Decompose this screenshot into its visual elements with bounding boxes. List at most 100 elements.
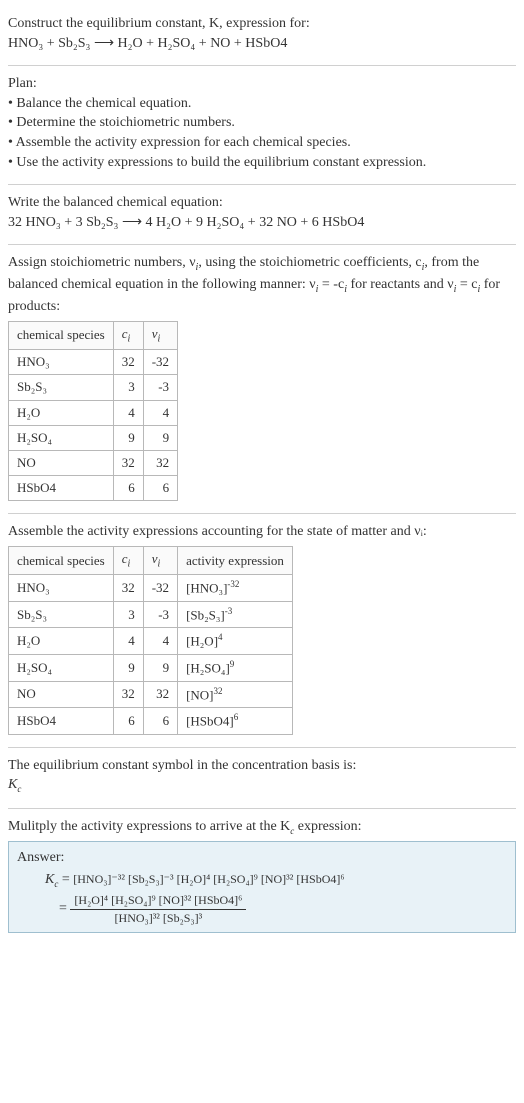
cell-sp: HSbO4	[9, 476, 114, 501]
bal-rhs: 4 H₂O + 9 H₂SO₄ + 32 NO + 6 HSbO4	[146, 215, 365, 230]
cell-v: 32	[143, 450, 177, 475]
table-header-row: chemical species ci νi	[9, 321, 178, 350]
activity-table: chemical species ci νi activity expressi…	[8, 546, 293, 735]
balanced-equation: 32 HNO₃ + 3 Sb₂S₃ ⟶ 4 H₂O + 9 H₂SO₄ + 32…	[8, 213, 516, 233]
answer-fraction: [H₂O]⁴ [H₂SO₄]⁹ [NO]³² [HSbO4]⁶ [HNO₃]³²…	[70, 892, 246, 927]
page: Construct the equilibrium constant, K, e…	[0, 0, 524, 957]
hdr-ci: ci	[113, 321, 143, 350]
cell-sp: H₂O	[9, 628, 114, 655]
answer-kc: Kc	[45, 870, 58, 890]
eq-arrow: ⟶	[94, 36, 114, 51]
section-symbol: The equilibrium constant symbol in the c…	[8, 748, 516, 809]
cell-sp: Sb₂S₃	[9, 601, 114, 628]
hdr-ci: ci	[113, 546, 143, 575]
cell-c: 9	[113, 425, 143, 450]
cell-sp: NO	[9, 681, 114, 708]
equals: =	[58, 870, 73, 890]
plan-b1: • Balance the chemical equation.	[8, 94, 516, 114]
construct-text: Construct the equilibrium constant, K, e…	[8, 16, 310, 31]
act-exp: -32	[227, 579, 239, 589]
assign-intro: Assign stoichiometric numbers, νi, using…	[8, 253, 516, 316]
plan-b1-text: Balance the chemical equation.	[16, 96, 191, 111]
cell-v: -32	[143, 575, 177, 602]
answer-denominator: [HNO₃]³² [Sb₂S₃]³	[70, 910, 246, 927]
activity-intro: Assemble the activity expressions accoun…	[8, 522, 516, 542]
plan-b4-text: Use the activity expressions to build th…	[16, 155, 426, 170]
section-assign: Assign stoichiometric numbers, νi, using…	[8, 245, 516, 514]
answer-flat: [HNO₃]⁻³² [Sb₂S₃]⁻³ [H₂O]⁴ [H₂SO₄]⁹ [NO]…	[73, 871, 344, 888]
cell-v: -3	[143, 375, 177, 400]
assign-d: = -c	[318, 277, 344, 292]
plan-b2-text: Determine the stoichiometric numbers.	[16, 115, 235, 130]
cell-c: 3	[113, 601, 143, 628]
multiply-line: Mulitply the activity expressions to arr…	[8, 817, 516, 837]
table-row: H₂O44[H₂O]4	[9, 628, 293, 655]
cell-c: 6	[113, 476, 143, 501]
cell-act: [NO]32	[178, 681, 293, 708]
plan-b3: • Assemble the activity expression for e…	[8, 133, 516, 153]
eq-lhs: HNO₃ + Sb₂S₃	[8, 36, 90, 51]
answer-box: Answer: Kc = [HNO₃]⁻³² [Sb₂S₃]⁻³ [H₂O]⁴ …	[8, 841, 516, 934]
cell-v: 6	[143, 708, 177, 735]
answer-title: Answer:	[17, 848, 507, 868]
cell-c: 4	[113, 628, 143, 655]
table-row: HSbO466[HSbO4]6	[9, 708, 293, 735]
cell-act: [HSbO4]6	[178, 708, 293, 735]
table-header-row: chemical species ci νi activity expressi…	[9, 546, 293, 575]
act-exp: -3	[225, 606, 233, 616]
cell-v: 9	[143, 654, 177, 681]
act-exp: 32	[214, 686, 223, 696]
table-row: Sb₂S₃3-3	[9, 375, 178, 400]
cell-sp: HSbO4	[9, 708, 114, 735]
cell-v: 32	[143, 681, 177, 708]
cell-c: 3	[113, 375, 143, 400]
cell-sp: H₂O	[9, 400, 114, 425]
section-answer: Mulitply the activity expressions to arr…	[8, 809, 516, 946]
cell-act: [H₂O]4	[178, 628, 293, 655]
act-base: [NO]	[186, 687, 213, 702]
table-row: H₂SO₄99[H₂SO₄]9	[9, 654, 293, 681]
cell-c: 32	[113, 450, 143, 475]
answer-line1: Kc = [HNO₃]⁻³² [Sb₂S₃]⁻³ [H₂O]⁴ [H₂SO₄]⁹…	[45, 870, 507, 890]
act-exp: 4	[218, 632, 223, 642]
hdr-activity: activity expression	[178, 546, 293, 575]
construct-line1: Construct the equilibrium constant, K, e…	[8, 14, 516, 34]
table-row: HSbO466	[9, 476, 178, 501]
act-base: [HSbO4]	[186, 713, 234, 728]
plan-title: Plan:	[8, 74, 516, 94]
cell-v: -32	[143, 350, 177, 375]
table-row: Sb₂S₃3-3[Sb₂S₃]-3	[9, 601, 293, 628]
cell-v: -3	[143, 601, 177, 628]
cell-c: 6	[113, 708, 143, 735]
table-row: NO3232	[9, 450, 178, 475]
cell-sp: H₂SO₄	[9, 654, 114, 681]
cell-sp: HNO₃	[9, 575, 114, 602]
cell-c: 32	[113, 350, 143, 375]
act-base: [H₂SO₄]	[186, 660, 230, 675]
table-row: H₂SO₄99	[9, 425, 178, 450]
plan-b2: • Determine the stoichiometric numbers.	[8, 113, 516, 133]
mult-b: expression:	[294, 819, 361, 834]
symbol-kc: Kc	[8, 775, 516, 795]
cell-sp: NO	[9, 450, 114, 475]
hdr-vi: νi	[143, 321, 177, 350]
cell-act: [Sb₂S₃]-3	[178, 601, 293, 628]
mult-a: Mulitply the activity expressions to arr…	[8, 819, 290, 834]
act-base: [Sb₂S₃]	[186, 607, 225, 622]
table-row: HNO₃32-32	[9, 350, 178, 375]
cell-sp: Sb₂S₃	[9, 375, 114, 400]
cell-c: 4	[113, 400, 143, 425]
kc-k: K	[8, 777, 17, 792]
cell-c: 32	[113, 681, 143, 708]
act-exp: 6	[234, 712, 239, 722]
hdr-vi: νi	[143, 546, 177, 575]
section-plan: Plan: • Balance the chemical equation. •…	[8, 66, 516, 185]
kc-sub: c	[17, 784, 21, 794]
bal-lhs: 32 HNO₃ + 3 Sb₂S₃	[8, 215, 118, 230]
symbol-line: The equilibrium constant symbol in the c…	[8, 756, 516, 776]
act-base: [HNO₃]	[186, 581, 227, 596]
table-row: HNO₃32-32[HNO₃]-32	[9, 575, 293, 602]
assign-e: for reactants and ν	[347, 277, 454, 292]
table-row: H₂O44	[9, 400, 178, 425]
equals2: =	[59, 899, 70, 919]
